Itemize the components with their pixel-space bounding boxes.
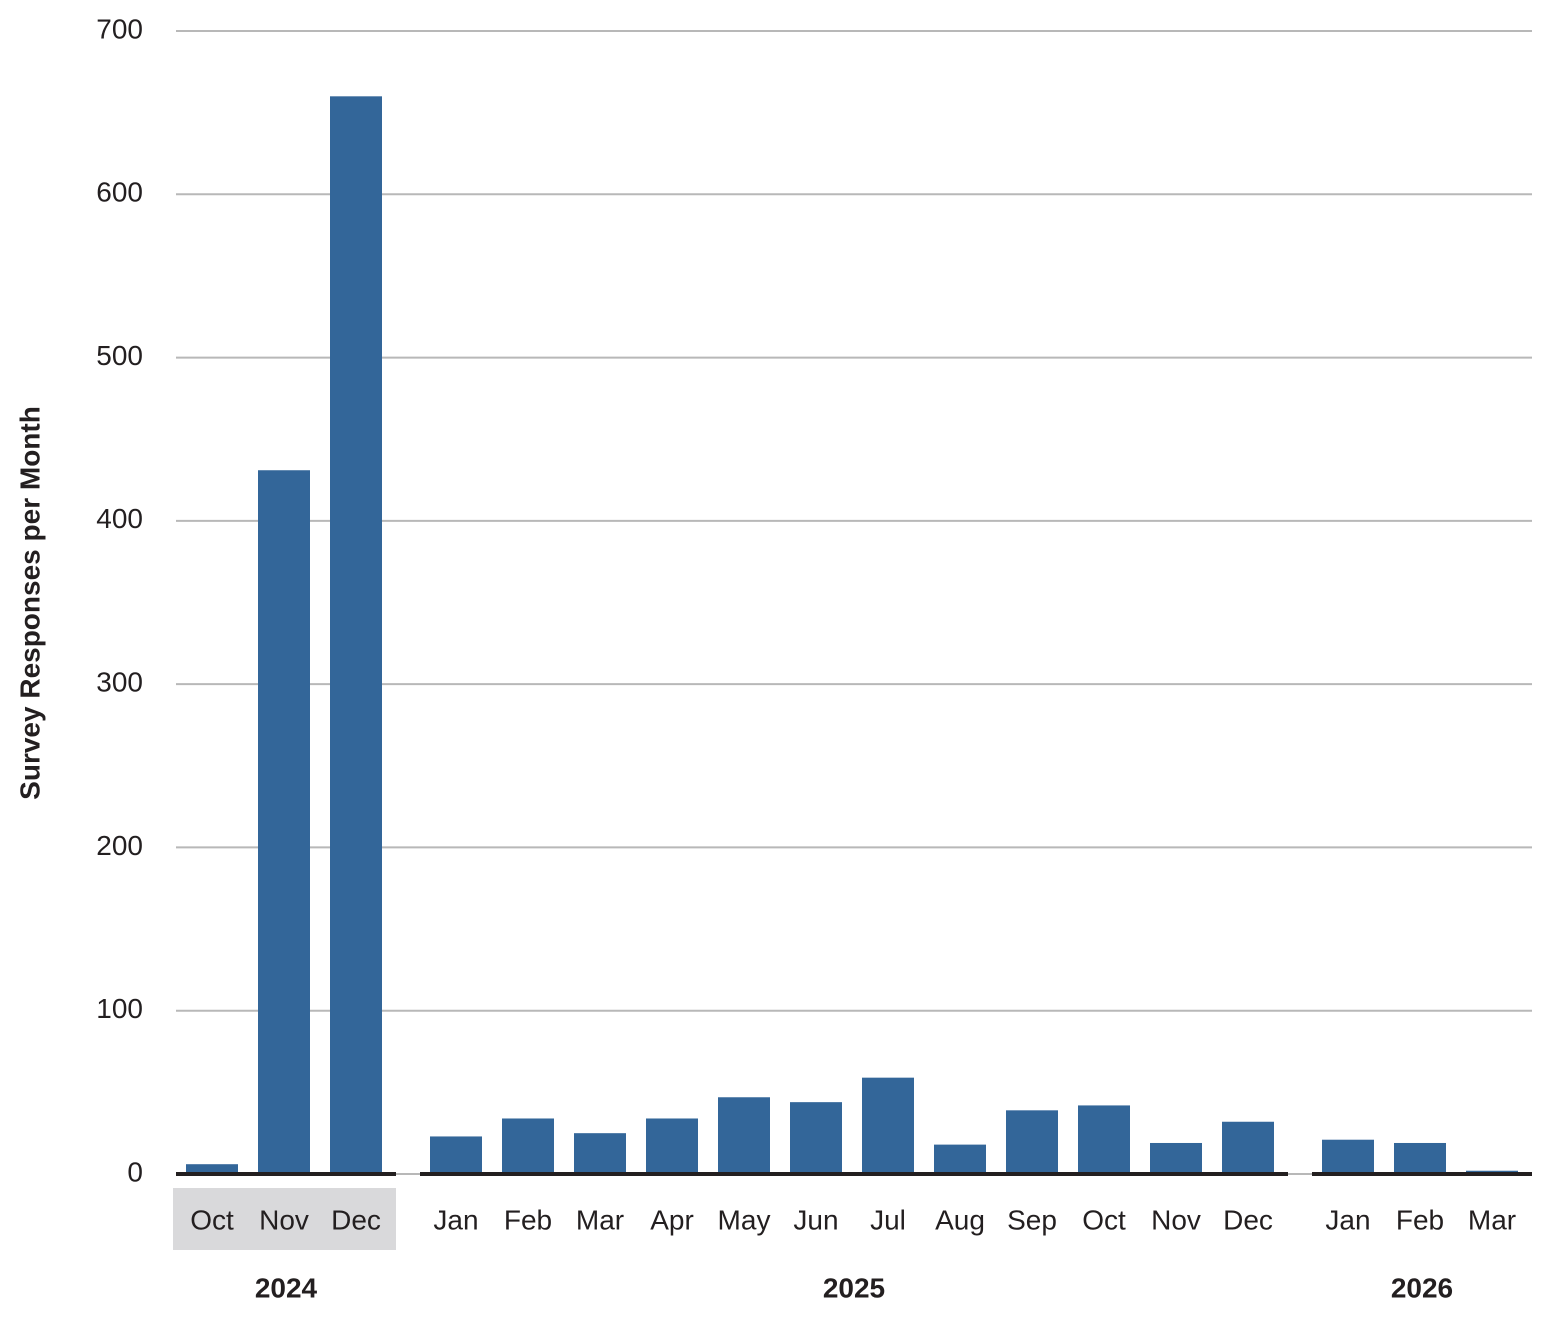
x-tick-label: Jan	[433, 1204, 478, 1235]
y-tick-label: 600	[96, 177, 143, 208]
x-tick-label: Apr	[650, 1204, 694, 1235]
bar	[330, 96, 382, 1174]
x-tick-label: Sep	[1007, 1204, 1057, 1235]
bar	[1222, 1121, 1274, 1174]
y-tick-label: 500	[96, 340, 143, 371]
y-axis-title: Survey Responses per Month	[14, 406, 45, 800]
bar	[718, 1097, 770, 1174]
y-tick-label: 300	[96, 667, 143, 698]
x-tick-label: Jun	[793, 1204, 838, 1235]
x-tick-label: Mar	[576, 1204, 624, 1235]
bar	[1394, 1142, 1446, 1174]
bar	[502, 1118, 554, 1174]
x-tick-label: Oct	[190, 1204, 234, 1235]
y-tick-label: 200	[96, 830, 143, 861]
x-tick-label: Feb	[1396, 1204, 1444, 1235]
x-tick-label: Aug	[935, 1204, 985, 1235]
x-tick-label: Jul	[870, 1204, 906, 1235]
x-tick-label: Jan	[1325, 1204, 1370, 1235]
bar	[1006, 1110, 1058, 1174]
bar	[430, 1136, 482, 1174]
x-tick-label: May	[718, 1204, 771, 1235]
x-tick-label: Nov	[259, 1204, 309, 1235]
x-tick-label: Dec	[1223, 1204, 1273, 1235]
bar	[934, 1144, 986, 1174]
y-tick-label: 100	[96, 993, 143, 1024]
bar	[574, 1133, 626, 1174]
bar	[1150, 1142, 1202, 1174]
x-tick-label: Oct	[1082, 1204, 1126, 1235]
bar	[646, 1118, 698, 1174]
y-tick-label: 700	[96, 13, 143, 44]
bar	[186, 1164, 238, 1174]
y-tick-label: 400	[96, 503, 143, 534]
bar	[1322, 1139, 1374, 1174]
x-tick-label: Mar	[1468, 1204, 1516, 1235]
x-tick-label: Feb	[504, 1204, 552, 1235]
bar	[1078, 1105, 1130, 1174]
y-tick-label: 0	[127, 1156, 143, 1187]
group-label: 2025	[823, 1272, 885, 1303]
x-tick-label: Nov	[1151, 1204, 1201, 1235]
group-label: 2026	[1391, 1272, 1453, 1303]
bar	[790, 1102, 842, 1174]
group-label: 2024	[255, 1272, 318, 1303]
bar	[258, 470, 310, 1174]
x-tick-label: Dec	[331, 1204, 381, 1235]
group-highlight	[173, 1188, 396, 1250]
bar	[862, 1077, 914, 1174]
